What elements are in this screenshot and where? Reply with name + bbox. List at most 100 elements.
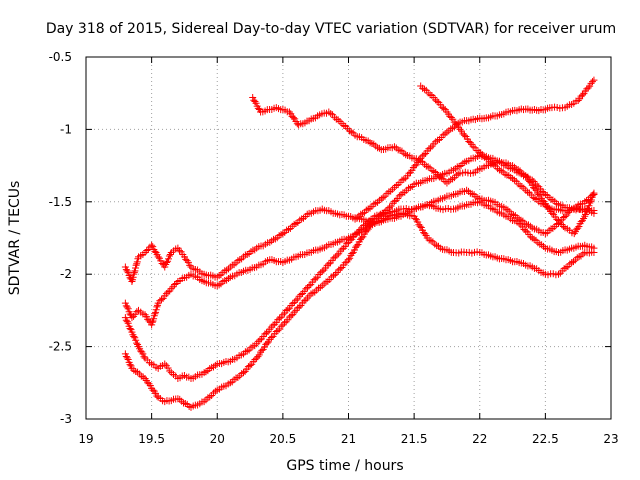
ticks-layer [85,56,612,420]
data-point [129,273,137,281]
data-point [176,395,184,403]
data-point [152,306,160,314]
data-point [133,339,141,347]
data-point [515,220,523,228]
data-point [151,310,159,318]
data-point [150,315,158,323]
x-tick-label: 19 [78,432,93,446]
data-point [130,270,138,278]
data-point [330,254,338,262]
data-point [297,290,305,298]
data-point [420,85,428,93]
data-point [411,162,419,170]
data-point [433,97,441,105]
data-point [285,108,293,116]
data-point [578,91,586,99]
data-point [289,114,297,122]
data-point [312,275,320,283]
y-tick-label: -1 [60,122,72,136]
data-point [124,305,132,313]
data-point [331,253,339,261]
data-point [126,324,134,332]
data-point [221,267,229,275]
data-point [392,181,400,189]
data-point [130,332,138,340]
data-point [186,261,194,269]
data-point [327,110,335,118]
data-point [566,206,574,214]
data-point [145,380,153,388]
x-tick-label: 21.5 [401,432,428,446]
points-layer [121,76,598,411]
data-point [133,258,141,266]
data-point [124,269,132,277]
x-tick-label: 22 [472,432,487,446]
data-point [386,203,394,211]
data-point [540,189,548,197]
data-point [325,260,333,268]
data-point [133,260,141,268]
data-point [240,369,247,377]
data-point [215,272,223,280]
y-tick-label: -2 [60,267,72,281]
y-tick-label: -2.5 [49,340,72,354]
data-point [402,151,410,159]
data-point [538,188,546,196]
data-point [154,253,162,261]
data-point [302,285,310,293]
data-point [148,241,156,249]
data-point [333,251,341,259]
data-point [254,104,262,112]
data-point [153,303,161,311]
data-point [263,339,271,347]
data-point [405,169,413,177]
data-point [148,318,156,326]
data-point [279,311,287,319]
data-point [590,76,598,84]
data-point [126,361,134,369]
data-point [124,355,132,363]
data-point [143,246,151,254]
data-point [589,78,597,86]
data-point [281,319,289,327]
data-point [574,96,582,104]
data-point [443,179,451,187]
data-point [466,189,474,197]
data-point [561,212,569,220]
data-point [343,240,351,248]
data-point [223,276,231,284]
data-point [290,308,298,316]
x-tick-label: 20 [210,432,225,446]
data-point [420,151,428,159]
data-point [300,214,307,222]
data-point [581,212,589,220]
data-point [132,261,140,269]
data-point [157,296,165,304]
labels-layer: 19 19.5 20 20.5 21 21.5 22 22.5 23 -3 -2.5 -2 -1.5 -1… [49,50,619,446]
data-point [251,246,259,254]
data-point [276,314,284,322]
data-point [522,227,530,235]
data-point [590,209,598,217]
data-point [274,327,282,335]
data-point [416,222,424,230]
data-point [535,191,543,199]
data-point [456,125,464,133]
data-point [176,247,184,255]
data-point [574,224,582,232]
data-point [225,265,232,273]
data-point [300,297,308,305]
data-point [124,319,132,327]
data-point [421,230,429,238]
data-point [555,220,562,228]
data-point [123,354,131,362]
data-point [303,284,311,292]
x-tick-label: 21 [341,432,356,446]
data-point [287,312,295,320]
data-point [346,254,354,262]
data-point [353,242,361,250]
data-point [252,99,260,107]
data-point [268,237,276,245]
data-point [295,303,303,311]
data-point [284,305,292,313]
